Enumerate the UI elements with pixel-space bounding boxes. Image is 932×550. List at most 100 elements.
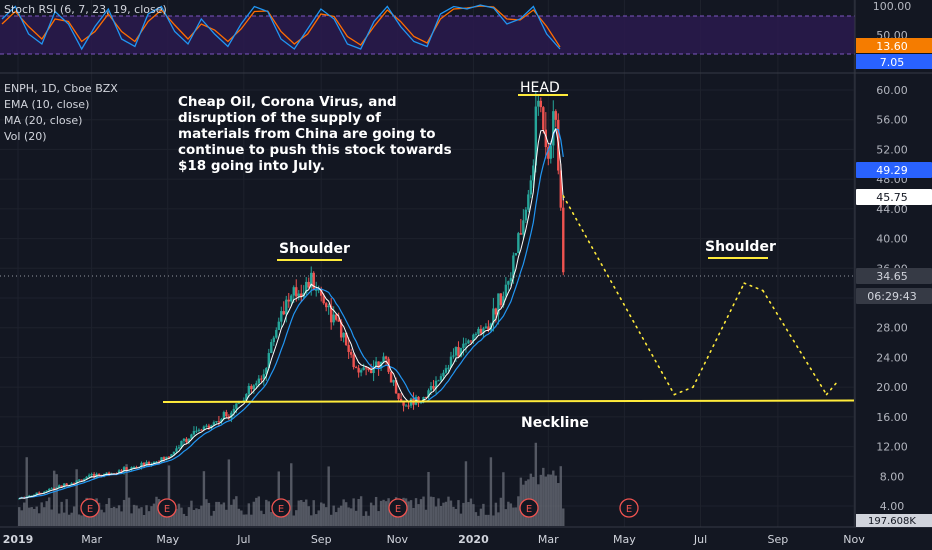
earnings-marker	[519, 498, 539, 518]
volume-bar	[462, 502, 465, 526]
x-tick-label: May	[156, 533, 179, 546]
candle-body	[272, 337, 275, 343]
volume-bar	[432, 497, 435, 526]
volume-bar	[202, 471, 206, 526]
candle-body	[342, 332, 345, 338]
moving-averages	[19, 127, 564, 499]
ma-legend[interactable]: MA (20, close)	[4, 114, 82, 127]
candle-body	[467, 340, 470, 344]
candle-body	[140, 462, 143, 467]
candle-body	[457, 347, 460, 357]
volume-bar	[324, 507, 328, 526]
rsi-legend[interactable]: Stoch RSI (6, 7, 23, 19, close)	[4, 3, 167, 16]
candle-body	[454, 347, 458, 356]
volume-bar	[222, 502, 226, 526]
volume-bar	[132, 504, 136, 526]
y-tick-label: 8.00	[880, 470, 905, 483]
candle-body	[537, 100, 540, 107]
volume-bar	[352, 498, 355, 526]
candle-body	[18, 498, 21, 500]
volume-bar	[449, 500, 453, 526]
candle-body	[225, 412, 228, 417]
candle-body	[462, 343, 465, 349]
x-tick-label: Sep	[311, 533, 332, 546]
candle-body	[322, 295, 325, 304]
candle-body	[507, 281, 510, 285]
volume-bar	[537, 484, 540, 526]
candle-body	[185, 438, 188, 443]
candle-body	[362, 367, 365, 371]
volume-bar	[329, 514, 333, 526]
price-badge-text: 06:29:43	[867, 290, 916, 303]
time-axis: 2019 Mar May Jul Sep Nov 2020 Mar May Jul Sep Nov	[3, 533, 866, 546]
volume-bar	[305, 499, 308, 526]
candle-body	[152, 461, 156, 465]
y-tick-label: 12.00	[876, 441, 908, 454]
candle-body	[352, 354, 355, 368]
volume-bar	[20, 510, 23, 526]
candle-body	[177, 447, 181, 449]
projection-segment	[692, 282, 745, 388]
volume-bar	[97, 502, 101, 526]
candle-body	[494, 308, 498, 315]
volume-bar	[559, 466, 562, 526]
candle-body	[182, 438, 186, 441]
volume-bar	[28, 507, 31, 526]
volume-bar	[170, 513, 173, 526]
candle-body	[155, 461, 158, 463]
ema-legend[interactable]: EMA (10, close)	[4, 98, 89, 111]
volume-bar	[40, 502, 43, 526]
volume-bar	[487, 514, 490, 526]
volume-bar	[197, 509, 201, 526]
candle-body	[367, 368, 370, 371]
volume-badge-text: 197.608K	[868, 516, 916, 527]
symbol-legend[interactable]: ENPH, 1D, Cboe BZX	[4, 82, 118, 95]
candle-body	[315, 289, 318, 291]
volume-bar	[459, 513, 463, 526]
x-tick-label: Jul	[236, 533, 250, 546]
candle-body	[180, 440, 183, 448]
candle-body	[97, 473, 101, 476]
volume-bar	[407, 501, 410, 526]
candle-body	[447, 367, 450, 369]
volume-bar	[447, 496, 450, 526]
candle-body	[210, 425, 213, 428]
volume-bar	[257, 496, 261, 526]
volume-bar	[372, 505, 375, 526]
candle-body	[267, 353, 270, 369]
volume-bar	[442, 502, 445, 526]
volume-bar	[225, 509, 228, 526]
candle-body	[472, 334, 475, 342]
volume-bar	[275, 513, 278, 526]
y-tick-label: 40.00	[876, 233, 908, 246]
candle-body	[404, 405, 408, 407]
candle-body	[202, 426, 206, 431]
volume-bar	[272, 504, 275, 526]
volume-bar	[30, 507, 33, 526]
candle-body	[205, 425, 208, 427]
rsi-value-text: 13.60	[876, 40, 908, 53]
volume-bar	[180, 507, 183, 526]
candle-body	[215, 421, 218, 423]
volume-bar	[359, 496, 363, 526]
shoulder-right-label: Shoulder	[705, 239, 776, 255]
candle-body	[532, 165, 535, 181]
volume-bar	[145, 505, 148, 526]
volume-bar	[339, 505, 343, 526]
earnings-marker-label: E	[87, 504, 93, 515]
volume-bar	[200, 505, 203, 526]
volume-bar	[320, 502, 323, 526]
volume-bar	[270, 511, 273, 526]
candle-body	[374, 361, 378, 367]
candle-body	[43, 491, 46, 494]
volume-bar	[367, 515, 370, 526]
volume-bar	[357, 498, 360, 526]
x-tick-label: Sep	[768, 533, 789, 546]
candle-body	[277, 321, 280, 331]
candle-body	[275, 330, 278, 338]
vol-legend[interactable]: Vol (20)	[4, 130, 47, 143]
volume-bar	[105, 504, 108, 526]
volume-bar	[43, 507, 46, 526]
projection-segment	[762, 289, 828, 396]
volume-bar	[237, 508, 241, 526]
